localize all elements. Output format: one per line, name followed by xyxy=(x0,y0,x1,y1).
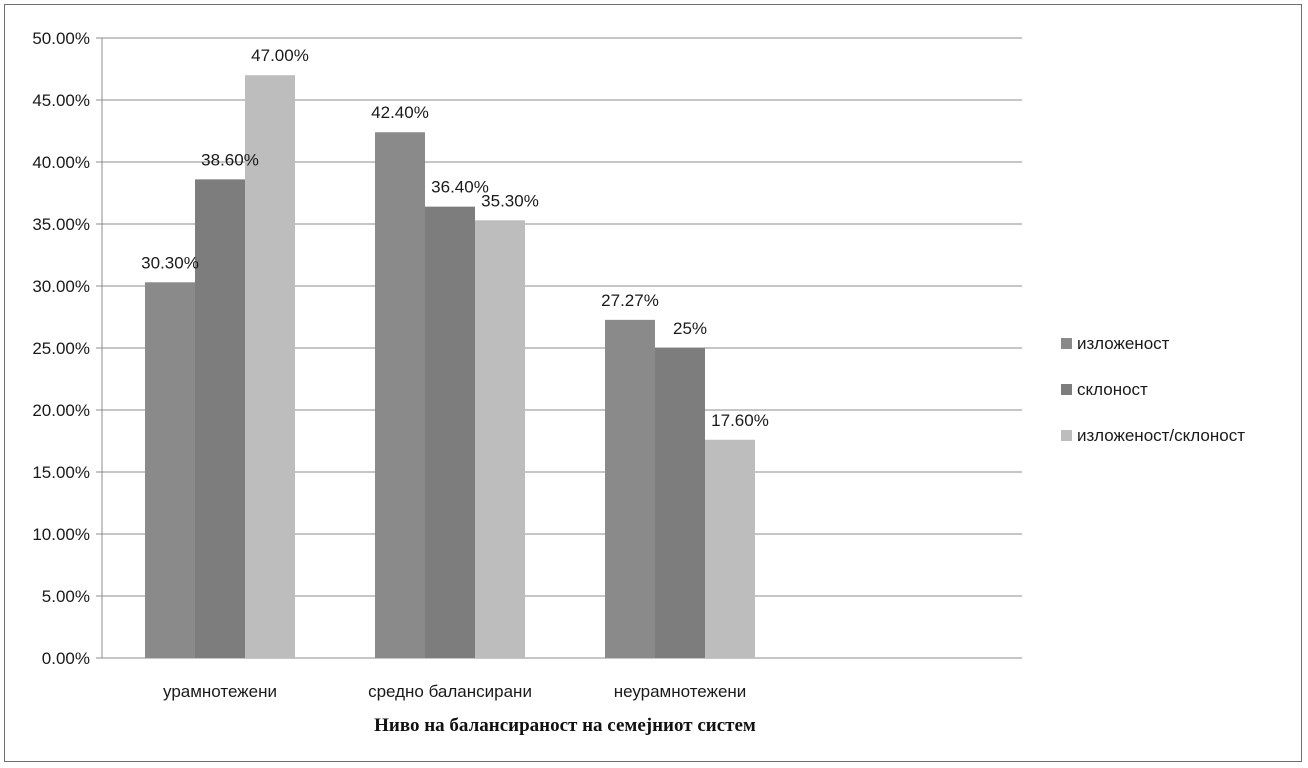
legend-swatch xyxy=(1061,338,1072,349)
y-axis: 0.00% 5.00% 10.00% 15.00% 20.00% 25.00% 30.00%… xyxy=(32,29,103,668)
bar xyxy=(475,220,525,658)
legend-label: изложеност xyxy=(1077,334,1170,353)
data-label: 17.60% xyxy=(711,411,769,430)
data-label: 38.60% xyxy=(201,150,259,169)
bar xyxy=(145,282,195,658)
bar xyxy=(425,206,475,658)
bar xyxy=(705,439,755,658)
y-tick-label: 25.00% xyxy=(32,339,90,358)
x-tick-label: неурамнотежени xyxy=(614,682,747,701)
y-tick-label: 15.00% xyxy=(32,463,90,482)
y-tick-label: 0.00% xyxy=(42,649,90,668)
y-tick-label: 30.00% xyxy=(32,277,90,296)
legend: изложеност склоност изложеност/склоност xyxy=(1061,334,1245,445)
bar xyxy=(605,319,655,658)
y-tick-label: 50.00% xyxy=(32,29,90,48)
x-tick-label: урамнотежени xyxy=(163,682,277,701)
data-label: 42.40% xyxy=(371,103,429,122)
legend-swatch xyxy=(1061,384,1072,395)
y-tick-label: 10.00% xyxy=(32,525,90,544)
y-tick-label: 35.00% xyxy=(32,215,90,234)
data-label: 30.30% xyxy=(141,253,199,272)
data-label: 36.40% xyxy=(431,178,489,197)
bar xyxy=(245,75,295,658)
legend-swatch xyxy=(1061,430,1072,441)
legend-label: изложеност/склоност xyxy=(1077,426,1245,445)
bar xyxy=(655,348,705,658)
x-axis-title: Ниво на балансираност на семејниот систе… xyxy=(374,715,756,736)
y-tick-label: 5.00% xyxy=(42,587,90,606)
x-axis: урамнотежени средно балансирани неурамноте… xyxy=(163,682,746,701)
bar xyxy=(375,132,425,659)
data-label: 25% xyxy=(673,319,707,338)
data-label: 27.27% xyxy=(601,291,659,310)
data-label: 47.00% xyxy=(251,46,309,65)
y-tick-label: 40.00% xyxy=(32,153,90,172)
data-label: 35.30% xyxy=(481,191,539,210)
bar xyxy=(195,179,245,659)
y-tick-label: 45.00% xyxy=(32,91,90,110)
x-tick-label: средно балансирани xyxy=(368,682,532,701)
data-labels: 30.30% 38.60% 47.00% 42.40% 36.40%35.30% 27.2… xyxy=(141,46,769,430)
legend-label: склоност xyxy=(1077,380,1148,399)
y-tick-label: 20.00% xyxy=(32,401,90,420)
bars xyxy=(145,75,755,659)
